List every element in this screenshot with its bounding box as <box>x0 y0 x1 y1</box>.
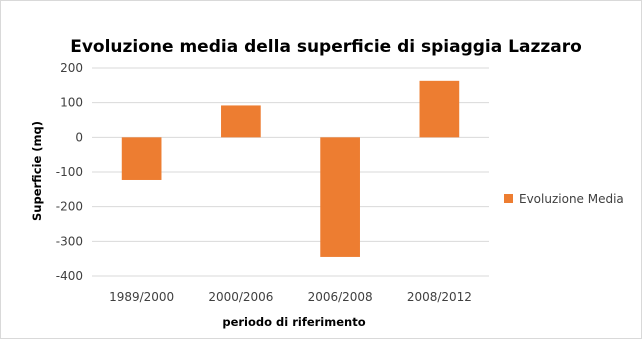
y-tick-label: -400 <box>56 269 83 283</box>
bar-2006-2008 <box>320 137 360 257</box>
y-axis-ticks: 200 100 0 -100 -200 -300 -400 <box>56 61 83 283</box>
bar-1989-2000 <box>121 137 162 180</box>
y-tick-label: -100 <box>56 165 83 179</box>
x-axis-title: periodo di riferimento <box>222 315 365 329</box>
bars <box>121 80 460 257</box>
legend-swatch <box>504 194 513 203</box>
bar-2000-2006 <box>221 105 261 138</box>
legend-label: Evoluzione Media <box>519 192 624 206</box>
y-tick-label: 0 <box>75 130 83 144</box>
legend: Evoluzione Media <box>504 192 624 206</box>
y-tick-label: 100 <box>60 96 83 110</box>
y-axis-title: Superficie (mq) <box>30 121 44 221</box>
x-tick-label: 2000/2006 <box>208 290 273 304</box>
chart-title: Evoluzione media della superficie di spi… <box>70 37 582 57</box>
y-tick-label: 200 <box>60 61 83 75</box>
bar-2008-2012 <box>419 80 460 138</box>
x-tick-label: 2008/2012 <box>407 290 472 304</box>
y-tick-label: -200 <box>56 200 83 214</box>
y-tick-label: -300 <box>56 234 83 248</box>
x-axis-ticks: 1989/2000 2000/2006 2006/2008 2008/2012 <box>109 290 472 304</box>
x-tick-label: 1989/2000 <box>109 290 174 304</box>
x-tick-label: 2006/2008 <box>308 290 373 304</box>
